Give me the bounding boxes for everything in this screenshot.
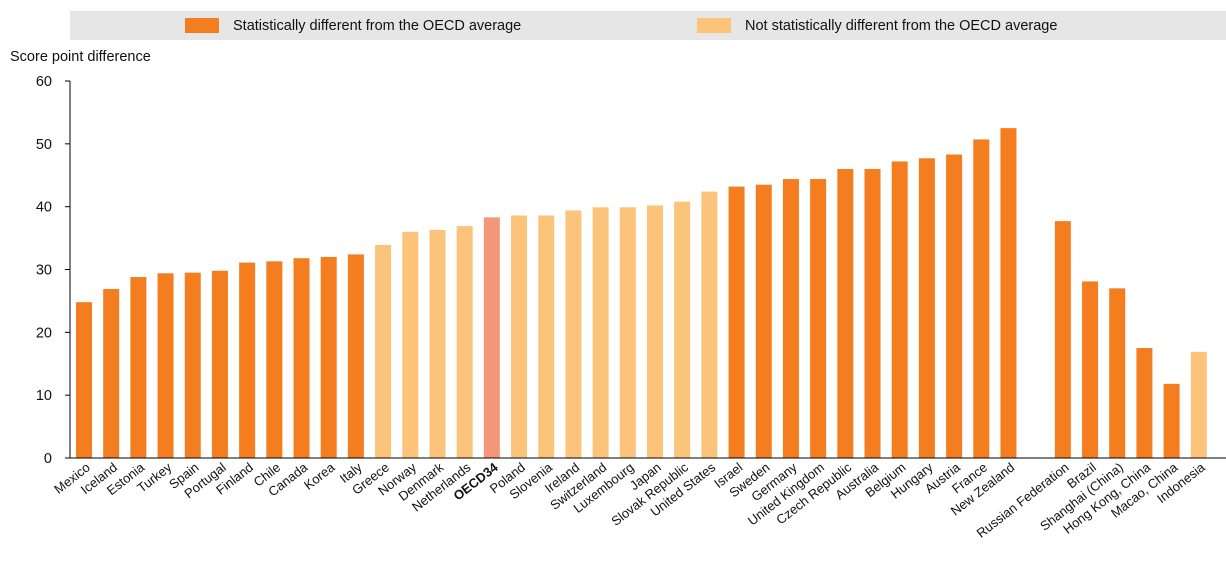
legend: Statistically different from the OECD av… [70, 11, 1226, 40]
bar-new-zealand [1000, 128, 1017, 459]
legend-item-significant: Statistically different from the OECD av… [185, 17, 521, 34]
bar-canada [293, 258, 310, 458]
y-ticks: 0 10 20 30 40 50 60 [36, 74, 70, 467]
bar-shanghai-china [1109, 288, 1126, 458]
bar-sweden [755, 184, 772, 458]
bar-russian-federation [1054, 221, 1071, 458]
bar-korea [320, 256, 337, 458]
bar-turkey [157, 273, 174, 458]
bar-mexico [76, 302, 92, 458]
bar-chile [266, 261, 283, 458]
y-tick-label-0: 0 [44, 451, 52, 467]
legend-label-not-significant: Not statistically different from the OEC… [745, 17, 1058, 34]
bar-ireland [565, 210, 582, 458]
y-tick-label-50: 50 [36, 137, 52, 153]
bar-macao-china [1163, 383, 1180, 458]
y-tick-label-10: 10 [36, 388, 52, 404]
bar-netherlands [456, 226, 473, 458]
bar-hong-kong-china [1136, 348, 1153, 458]
bar-slovak-republic [674, 201, 691, 458]
bar-estonia [130, 277, 147, 458]
bar-norway [402, 231, 419, 458]
bar-greece [375, 245, 392, 458]
legend-swatch-significant [185, 18, 219, 33]
bar-poland [511, 215, 528, 458]
bar-germany [782, 179, 799, 458]
x-tick-labels: MexicoIcelandEstoniaTurkeySpainPortugalF… [51, 459, 1208, 541]
bar-japan [646, 205, 663, 458]
legend-label-significant: Statistically different from the OECD av… [233, 17, 522, 34]
bar-united-kingdom [810, 179, 827, 458]
y-tick-label-20: 20 [36, 325, 52, 341]
bars [76, 128, 1207, 459]
bar-australia [864, 168, 881, 458]
bar-portugal [211, 270, 228, 458]
y-tick-label-40: 40 [36, 200, 52, 216]
bar-united-states [701, 191, 718, 458]
bar-denmark [429, 229, 446, 458]
y-axis-label: Score point difference [10, 49, 151, 65]
bar-brazil [1082, 281, 1099, 458]
x-tick-label-korea: Korea [301, 459, 338, 493]
bar-iceland [103, 288, 120, 458]
bar-israel [728, 186, 745, 458]
bar-slovenia [538, 215, 555, 458]
y-tick-label-60: 60 [36, 74, 52, 90]
bar-switzerland [592, 207, 609, 458]
bar-czech-republic [837, 168, 854, 458]
bar-hungary [918, 158, 935, 458]
bar-france [973, 139, 990, 458]
bar-finland [239, 262, 256, 458]
legend-swatch-not-significant [697, 18, 731, 33]
bar-oecd34 [483, 217, 500, 458]
bar-luxembourg [619, 207, 636, 458]
bar-austria [946, 154, 963, 458]
bar-spain [184, 272, 201, 458]
bar-belgium [891, 161, 908, 458]
bar-indonesia [1190, 351, 1207, 458]
y-tick-label-30: 30 [36, 263, 52, 279]
legend-item-not-significant: Not statistically different from the OEC… [697, 17, 1057, 34]
bar-italy [347, 254, 364, 458]
